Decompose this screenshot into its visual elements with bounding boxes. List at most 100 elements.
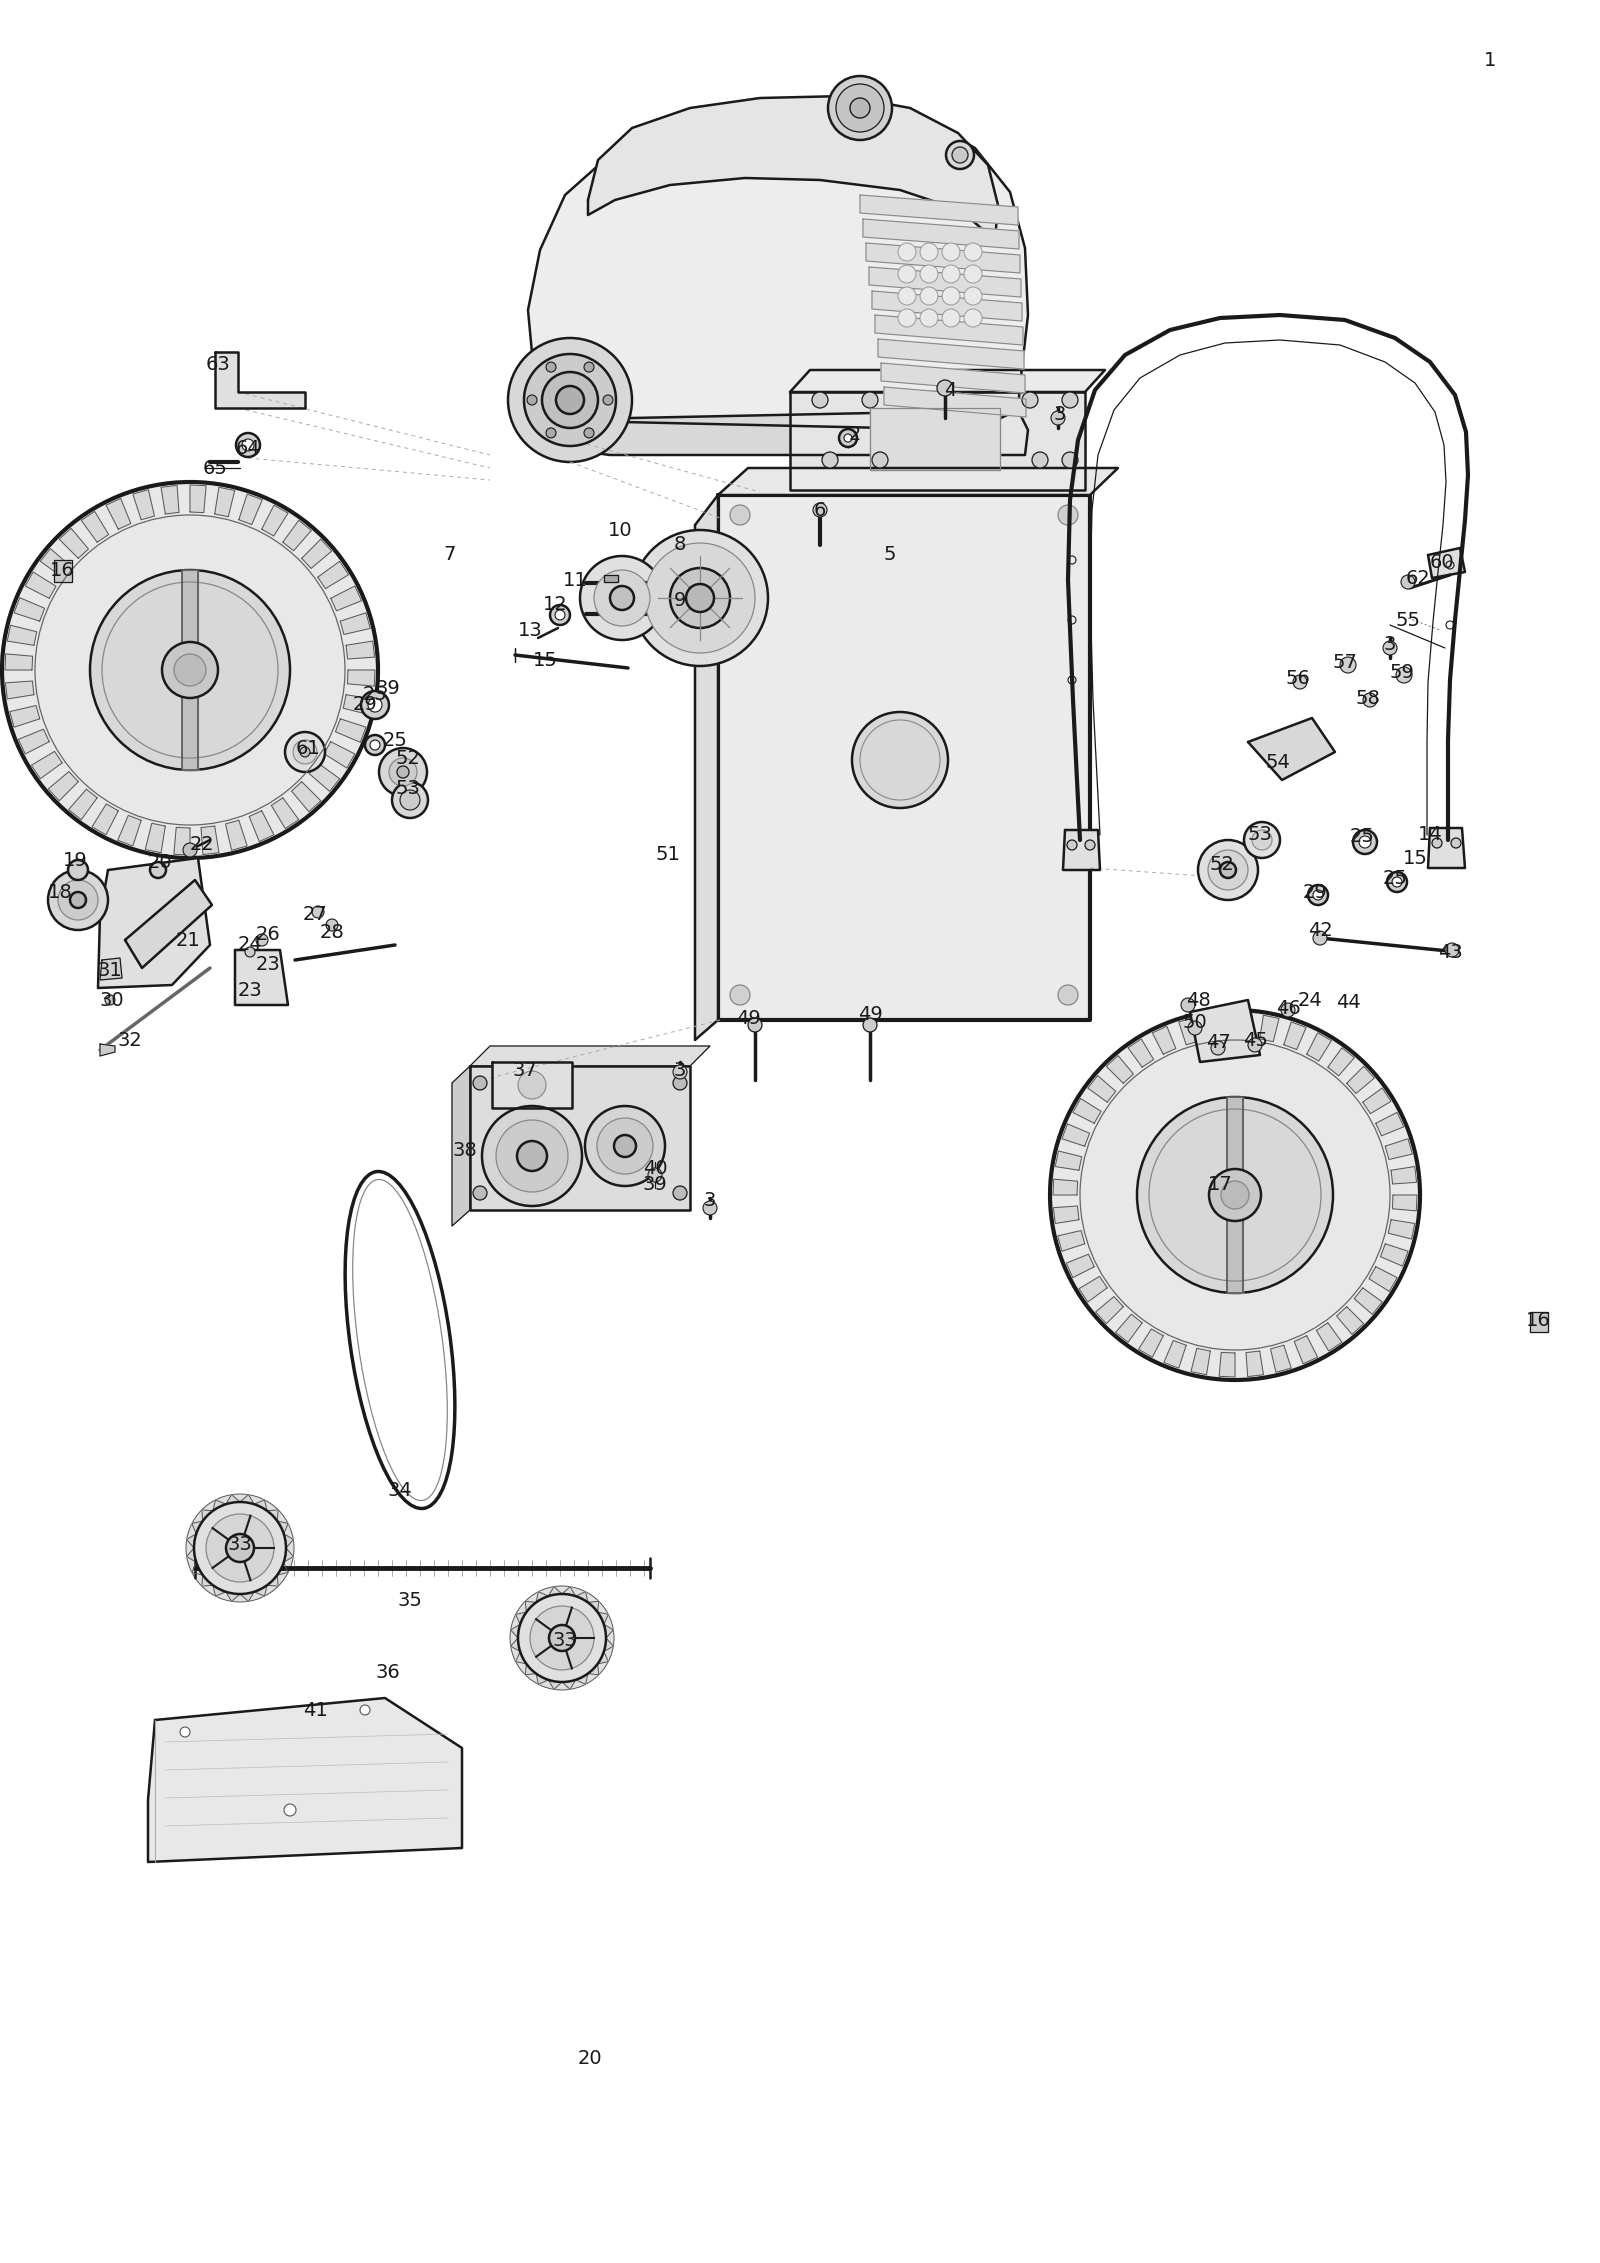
Text: 7: 7 (443, 545, 456, 563)
Circle shape (106, 996, 115, 1005)
Circle shape (368, 697, 382, 713)
Polygon shape (597, 1611, 608, 1625)
Text: 10: 10 (608, 520, 632, 539)
Circle shape (546, 362, 557, 371)
Text: 41: 41 (302, 1700, 328, 1720)
Polygon shape (1139, 1328, 1163, 1358)
Polygon shape (5, 654, 32, 670)
Polygon shape (190, 484, 206, 514)
Polygon shape (534, 410, 1027, 455)
Polygon shape (19, 729, 50, 754)
Circle shape (226, 1534, 254, 1561)
Polygon shape (8, 625, 37, 645)
Polygon shape (98, 858, 210, 989)
Circle shape (813, 502, 827, 516)
Circle shape (1358, 835, 1371, 849)
Polygon shape (1115, 1315, 1142, 1342)
Text: 2: 2 (850, 425, 861, 444)
Polygon shape (40, 548, 70, 577)
Circle shape (942, 242, 960, 260)
Text: 20: 20 (578, 2048, 602, 2068)
Polygon shape (875, 315, 1022, 344)
Polygon shape (1128, 1039, 1154, 1068)
Circle shape (1387, 871, 1406, 892)
Circle shape (838, 430, 858, 448)
Circle shape (301, 747, 310, 758)
Text: 29: 29 (352, 695, 378, 715)
Polygon shape (1078, 1276, 1107, 1301)
Text: 47: 47 (1206, 1032, 1230, 1052)
Circle shape (1067, 840, 1077, 851)
Text: 15: 15 (1403, 849, 1427, 867)
Text: 6: 6 (814, 500, 826, 520)
Polygon shape (346, 640, 374, 659)
Text: 33: 33 (552, 1632, 578, 1650)
Circle shape (648, 1168, 662, 1181)
Polygon shape (597, 1652, 608, 1663)
Circle shape (670, 568, 730, 629)
Circle shape (549, 1625, 574, 1652)
Circle shape (1392, 878, 1402, 887)
Circle shape (496, 1120, 568, 1193)
Circle shape (256, 935, 269, 946)
Circle shape (963, 242, 982, 260)
Polygon shape (534, 385, 621, 439)
Circle shape (1062, 391, 1078, 407)
Polygon shape (1336, 1306, 1363, 1335)
Polygon shape (1106, 1055, 1133, 1084)
Polygon shape (54, 559, 72, 582)
Text: 16: 16 (50, 561, 74, 579)
Circle shape (285, 1804, 296, 1815)
Circle shape (1187, 1021, 1202, 1034)
Circle shape (942, 310, 960, 326)
Polygon shape (202, 1509, 213, 1521)
Circle shape (1382, 640, 1397, 654)
Text: 27: 27 (302, 905, 328, 926)
Circle shape (245, 946, 254, 957)
Circle shape (179, 1727, 190, 1738)
Circle shape (702, 1202, 717, 1215)
Text: 24: 24 (238, 935, 262, 955)
Polygon shape (862, 220, 1019, 249)
Polygon shape (238, 493, 262, 525)
Polygon shape (192, 1521, 203, 1534)
Polygon shape (250, 810, 274, 842)
Circle shape (594, 570, 650, 627)
Polygon shape (1392, 1195, 1418, 1211)
Text: 1: 1 (1483, 50, 1496, 70)
Circle shape (1293, 674, 1307, 688)
Circle shape (730, 984, 750, 1005)
Polygon shape (1370, 1267, 1397, 1292)
Polygon shape (283, 1534, 293, 1548)
Polygon shape (26, 573, 56, 597)
Circle shape (614, 1136, 637, 1156)
Text: 8: 8 (674, 536, 686, 554)
Polygon shape (1179, 1018, 1200, 1046)
Text: 42: 42 (1307, 921, 1333, 939)
Polygon shape (576, 1675, 587, 1684)
Polygon shape (1386, 1138, 1413, 1159)
Circle shape (530, 1607, 594, 1670)
Circle shape (1058, 505, 1078, 525)
Polygon shape (883, 387, 1026, 416)
Text: 25: 25 (363, 686, 387, 704)
Circle shape (312, 905, 323, 919)
Polygon shape (213, 1584, 226, 1595)
Polygon shape (470, 1066, 690, 1211)
Polygon shape (277, 1521, 288, 1534)
Circle shape (389, 758, 418, 785)
Polygon shape (870, 407, 1000, 471)
Polygon shape (254, 1500, 267, 1512)
Polygon shape (267, 1575, 278, 1586)
Circle shape (397, 765, 410, 778)
Circle shape (1208, 851, 1248, 889)
Circle shape (550, 604, 570, 625)
Polygon shape (1530, 1313, 1549, 1333)
Circle shape (1451, 837, 1461, 849)
Polygon shape (1058, 1231, 1085, 1251)
Polygon shape (147, 1697, 462, 1862)
Circle shape (920, 310, 938, 326)
Polygon shape (283, 1548, 293, 1561)
Circle shape (586, 1107, 666, 1186)
Polygon shape (536, 1675, 549, 1684)
